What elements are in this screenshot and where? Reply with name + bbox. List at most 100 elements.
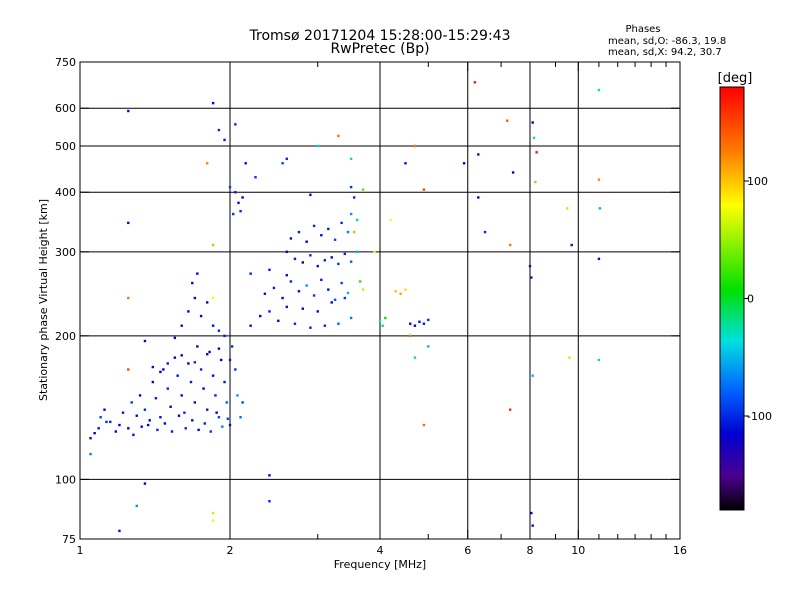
data-point (293, 322, 297, 325)
colorbar-ticks: 100 0 -100 (744, 175, 772, 423)
data-points (89, 81, 602, 533)
data-point (121, 411, 125, 414)
data-point (340, 221, 343, 225)
data-point (309, 254, 312, 257)
data-point (285, 250, 288, 254)
data-point (297, 290, 301, 293)
y-tick-label: 200 (55, 330, 76, 343)
data-point (343, 296, 347, 300)
data-point (143, 339, 147, 343)
data-point (205, 353, 209, 356)
legend-line-x: mean, sd,X: 94.2, 30.7 (608, 47, 722, 58)
data-point (166, 362, 169, 365)
data-point (349, 260, 353, 263)
data-point (211, 511, 215, 515)
data-point (409, 322, 412, 325)
data-point (343, 252, 347, 256)
data-point (135, 414, 138, 417)
data-point (597, 178, 601, 181)
data-point (404, 288, 407, 291)
data-point (477, 196, 480, 199)
data-point (173, 336, 177, 340)
axis-ticks: 1 2 4 6 8 10 16 75 100 200 300 400 500 600 750 (55, 56, 687, 557)
data-point (211, 374, 215, 377)
y-tick-label: 400 (55, 186, 76, 199)
data-point (217, 128, 221, 132)
x-tick-label: 8 (527, 544, 534, 557)
data-point (422, 322, 426, 325)
data-point (199, 314, 203, 318)
data-point (197, 428, 200, 432)
data-point (568, 356, 571, 359)
data-point (127, 109, 130, 113)
data-point (135, 504, 138, 508)
data-point (597, 88, 601, 92)
data-point (223, 334, 226, 338)
data-point (234, 191, 237, 194)
data-point (223, 138, 226, 142)
data-point (309, 326, 312, 329)
data-point (352, 230, 356, 234)
data-point (312, 294, 316, 297)
data-point (389, 218, 392, 222)
data-point (333, 298, 337, 301)
data-point (268, 310, 271, 313)
data-point (173, 356, 177, 359)
data-point (320, 278, 323, 282)
data-point (118, 423, 121, 427)
data-point (534, 180, 537, 184)
data-point (333, 238, 337, 241)
data-point (413, 356, 417, 359)
data-point (327, 288, 330, 291)
data-point (193, 296, 197, 300)
data-point (361, 288, 365, 291)
data-point (381, 324, 384, 327)
data-point (268, 500, 271, 503)
data-point (138, 394, 142, 397)
data-point (127, 368, 130, 371)
data-point (289, 280, 293, 283)
data-point (93, 431, 96, 435)
data-point (140, 425, 143, 428)
data-point (118, 529, 121, 533)
data-point (422, 423, 426, 427)
x-tick-label: 10 (571, 544, 585, 557)
data-point (337, 134, 340, 138)
data-point (598, 207, 602, 210)
data-point (162, 368, 165, 371)
data-point (570, 243, 573, 247)
data-point (323, 324, 327, 327)
data-point (89, 452, 92, 456)
data-point (225, 401, 228, 404)
data-point (208, 350, 211, 354)
data-point (217, 416, 221, 419)
data-point (352, 196, 356, 199)
data-point (531, 524, 534, 527)
data-point (196, 345, 199, 348)
data-point (184, 427, 187, 430)
data-point (99, 416, 102, 419)
data-point (340, 281, 343, 285)
data-point (477, 153, 480, 156)
x-tick-label: 6 (464, 544, 471, 557)
grid-lines (80, 62, 680, 539)
data-point (221, 425, 224, 428)
data-point (349, 185, 353, 189)
data-point (337, 322, 340, 325)
colorbar-tick-label: 100 (747, 175, 768, 188)
data-point (180, 324, 183, 327)
data-point (205, 162, 209, 165)
data-point (191, 281, 194, 285)
data-point (163, 422, 167, 425)
data-point (462, 162, 466, 165)
data-point (530, 276, 533, 279)
data-point (170, 430, 174, 433)
data-point (196, 272, 199, 275)
data-point (305, 240, 308, 243)
data-point (305, 284, 308, 287)
data-point (301, 261, 305, 264)
data-point (505, 119, 509, 122)
data-point (285, 273, 288, 277)
data-point (349, 316, 353, 320)
data-point (237, 201, 240, 205)
